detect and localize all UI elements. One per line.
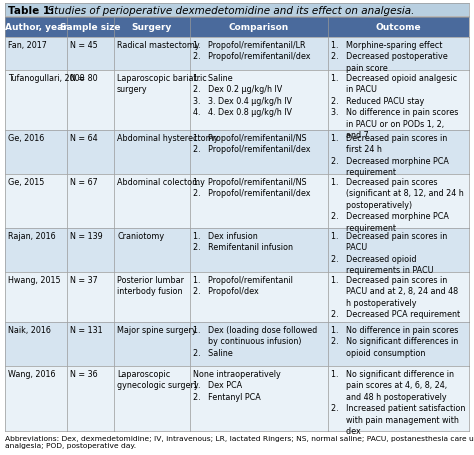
Text: Surgery: Surgery <box>132 24 172 32</box>
Text: Hwang, 2015: Hwang, 2015 <box>8 275 61 284</box>
Text: Abbreviations: Dex, dexmedetomidine; IV, intravenous; LR, lactated Ringers; NS, : Abbreviations: Dex, dexmedetomidine; IV,… <box>5 435 474 449</box>
Text: 1.   Propofol/remifentanil/LR
2.   Propofol/remifentanil/dex: 1. Propofol/remifentanil/LR 2. Propofol/… <box>193 41 310 61</box>
Text: 1.   Dex infusion
2.   Remifentanil infusion: 1. Dex infusion 2. Remifentanil infusion <box>193 232 293 252</box>
Text: None intraoperatively
1.   Dex PCA
2.   Fentanyl PCA: None intraoperatively 1. Dex PCA 2. Fent… <box>193 369 281 401</box>
Text: Laparoscopic
gynecologic surgery: Laparoscopic gynecologic surgery <box>117 369 199 389</box>
Text: 1.   Decreased pain scores
      (significant at 8, 12, and 24 h
      postopera: 1. Decreased pain scores (significant at… <box>331 177 464 233</box>
Text: 1.   Propofol/remifentanil/NS
2.   Propofol/remifentanil/dex: 1. Propofol/remifentanil/NS 2. Propofol/… <box>193 177 310 198</box>
Text: N = 80: N = 80 <box>70 74 98 83</box>
Text: Posterior lumbar
interbody fusion: Posterior lumbar interbody fusion <box>117 275 184 296</box>
Text: 1.   Decreased pain scores in
      PACU and at 2, 8, 24 and 48
      h postoper: 1. Decreased pain scores in PACU and at … <box>331 275 460 318</box>
Text: N = 37: N = 37 <box>70 275 98 284</box>
Text: 1.   Decreased pain scores in
      first 24 h
2.   Decreased morphine PCA
     : 1. Decreased pain scores in first 24 h 2… <box>331 134 449 177</box>
Text: Naik, 2016: Naik, 2016 <box>8 325 51 334</box>
Text: N = 64: N = 64 <box>70 134 98 143</box>
Text: Tufanogullari, 2008: Tufanogullari, 2008 <box>8 74 85 83</box>
Text: 1.   Dex (loading dose followed
      by continuous infusion)
2.   Saline: 1. Dex (loading dose followed by continu… <box>193 325 317 357</box>
Text: Ge, 2015: Ge, 2015 <box>8 177 45 187</box>
Text: Sample size: Sample size <box>60 24 121 32</box>
Text: Comparison: Comparison <box>229 24 289 32</box>
Text: Table 1:: Table 1: <box>8 6 54 16</box>
Text: Fan, 2017: Fan, 2017 <box>8 41 47 50</box>
Text: Radical mastectomy: Radical mastectomy <box>117 41 200 50</box>
Text: Author, year: Author, year <box>5 24 67 32</box>
Text: 1.   Decreased pain scores in
      PACU
2.   Decreased opioid
      requirement: 1. Decreased pain scores in PACU 2. Decr… <box>331 232 447 275</box>
Text: Studies of perioperative dexmedetomidine and its effect on analgesia.: Studies of perioperative dexmedetomidine… <box>41 6 414 16</box>
Text: 1.   No significant difference in
      pain scores at 4, 6, 8, 24,
      and 48: 1. No significant difference in pain sco… <box>331 369 465 435</box>
Text: N = 67: N = 67 <box>70 177 98 187</box>
Text: N = 36: N = 36 <box>70 369 98 378</box>
Text: Wang, 2016: Wang, 2016 <box>8 369 55 378</box>
Text: Laparoscopic bariatric
surgery: Laparoscopic bariatric surgery <box>117 74 207 94</box>
Text: Abdominal colectomy: Abdominal colectomy <box>117 177 205 187</box>
Text: 1.   Saline
2.   Dex 0.2 μg/kg/h IV
3.   3. Dex 0.4 μg/kg/h IV
4.   4. Dex 0.8 μ: 1. Saline 2. Dex 0.2 μg/kg/h IV 3. 3. De… <box>193 74 292 117</box>
Text: Major spine surgery: Major spine surgery <box>117 325 197 334</box>
Text: Abdominal hysterectomy: Abdominal hysterectomy <box>117 134 219 143</box>
Text: Outcome: Outcome <box>376 24 421 32</box>
Text: 1.   Decreased opioid analgesic
      in PACU
2.   Reduced PACU stay
3.   No dif: 1. Decreased opioid analgesic in PACU 2.… <box>331 74 458 140</box>
Text: 1.   Propofol/remifentanil/NS
2.   Propofol/remifentanil/dex: 1. Propofol/remifentanil/NS 2. Propofol/… <box>193 134 310 154</box>
Text: Ge, 2016: Ge, 2016 <box>8 134 44 143</box>
Text: 1.   Propofol/remifentanil
2.   Propofol/dex: 1. Propofol/remifentanil 2. Propofol/dex <box>193 275 293 296</box>
Text: N = 139: N = 139 <box>70 232 103 241</box>
Text: N = 131: N = 131 <box>70 325 103 334</box>
Text: Rajan, 2016: Rajan, 2016 <box>8 232 55 241</box>
Text: 1.   No difference in pain scores
2.   No significant differences in
      opioi: 1. No difference in pain scores 2. No si… <box>331 325 458 357</box>
Text: N = 45: N = 45 <box>70 41 98 50</box>
Text: Craniotomy: Craniotomy <box>117 232 164 241</box>
Text: 1.   Morphine-sparing effect
2.   Decreased postoperative
      pain score: 1. Morphine-sparing effect 2. Decreased … <box>331 41 448 73</box>
